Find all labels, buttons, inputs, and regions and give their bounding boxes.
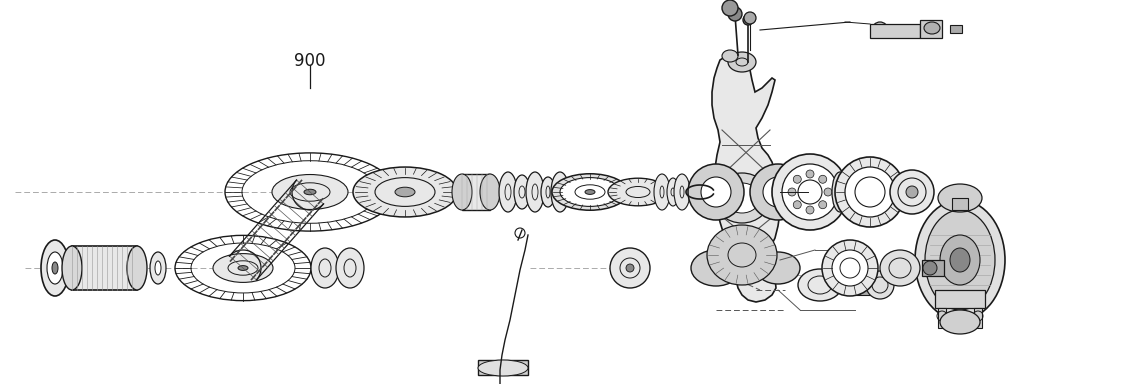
Ellipse shape bbox=[782, 164, 838, 220]
Ellipse shape bbox=[626, 264, 634, 272]
Ellipse shape bbox=[689, 164, 744, 220]
Ellipse shape bbox=[940, 235, 980, 285]
Ellipse shape bbox=[743, 15, 754, 25]
Ellipse shape bbox=[750, 164, 806, 220]
Ellipse shape bbox=[756, 252, 800, 284]
Ellipse shape bbox=[526, 172, 544, 212]
Ellipse shape bbox=[311, 248, 339, 288]
Ellipse shape bbox=[806, 170, 814, 178]
Ellipse shape bbox=[654, 174, 670, 210]
Bar bbox=[855, 285, 876, 295]
Ellipse shape bbox=[552, 174, 628, 210]
Ellipse shape bbox=[915, 200, 1005, 320]
Ellipse shape bbox=[866, 271, 894, 299]
Ellipse shape bbox=[819, 201, 826, 209]
Ellipse shape bbox=[674, 174, 690, 210]
Ellipse shape bbox=[238, 266, 249, 270]
Bar bbox=[950, 25, 962, 33]
Ellipse shape bbox=[451, 174, 472, 210]
Bar bbox=[952, 198, 968, 210]
Ellipse shape bbox=[788, 188, 796, 196]
Ellipse shape bbox=[940, 310, 980, 334]
Ellipse shape bbox=[845, 167, 895, 217]
Ellipse shape bbox=[824, 188, 832, 196]
Ellipse shape bbox=[515, 228, 526, 238]
Ellipse shape bbox=[608, 178, 668, 206]
Ellipse shape bbox=[714, 173, 770, 223]
Ellipse shape bbox=[806, 206, 814, 214]
Ellipse shape bbox=[819, 175, 826, 183]
Ellipse shape bbox=[155, 261, 161, 275]
Ellipse shape bbox=[480, 174, 500, 210]
Ellipse shape bbox=[542, 177, 555, 207]
Ellipse shape bbox=[353, 167, 457, 217]
Bar bbox=[935, 290, 985, 308]
Ellipse shape bbox=[793, 201, 801, 209]
Ellipse shape bbox=[62, 246, 82, 290]
Ellipse shape bbox=[213, 253, 272, 282]
Ellipse shape bbox=[610, 248, 650, 288]
Ellipse shape bbox=[772, 154, 848, 230]
Ellipse shape bbox=[925, 210, 995, 310]
Ellipse shape bbox=[763, 177, 793, 207]
Ellipse shape bbox=[304, 189, 316, 195]
Ellipse shape bbox=[950, 248, 970, 272]
Ellipse shape bbox=[744, 12, 756, 24]
Ellipse shape bbox=[724, 183, 760, 213]
Ellipse shape bbox=[394, 187, 415, 197]
Ellipse shape bbox=[923, 261, 937, 275]
Ellipse shape bbox=[834, 157, 905, 227]
Ellipse shape bbox=[728, 52, 756, 72]
Ellipse shape bbox=[336, 248, 364, 288]
Bar bbox=[974, 308, 982, 328]
Ellipse shape bbox=[150, 252, 166, 284]
Ellipse shape bbox=[560, 177, 620, 207]
Ellipse shape bbox=[872, 22, 888, 38]
Ellipse shape bbox=[691, 250, 741, 286]
Ellipse shape bbox=[499, 172, 518, 212]
Ellipse shape bbox=[41, 240, 70, 296]
Text: 900: 900 bbox=[294, 52, 326, 70]
Ellipse shape bbox=[707, 225, 777, 285]
Ellipse shape bbox=[822, 240, 878, 296]
Bar bbox=[922, 260, 944, 276]
Polygon shape bbox=[712, 53, 780, 302]
Bar bbox=[920, 20, 942, 38]
Ellipse shape bbox=[925, 22, 940, 34]
Bar bbox=[478, 360, 528, 375]
Ellipse shape bbox=[722, 50, 738, 62]
Ellipse shape bbox=[890, 170, 934, 214]
Ellipse shape bbox=[585, 190, 595, 194]
Ellipse shape bbox=[478, 360, 528, 376]
Bar bbox=[462, 174, 490, 210]
Ellipse shape bbox=[728, 7, 742, 21]
Ellipse shape bbox=[667, 178, 679, 206]
Bar bbox=[870, 24, 920, 38]
Ellipse shape bbox=[52, 262, 58, 274]
Ellipse shape bbox=[47, 252, 63, 284]
Ellipse shape bbox=[793, 175, 801, 183]
Ellipse shape bbox=[832, 250, 868, 286]
Ellipse shape bbox=[722, 0, 738, 16]
Bar bbox=[72, 246, 137, 290]
Ellipse shape bbox=[880, 250, 920, 286]
Ellipse shape bbox=[701, 177, 731, 207]
Ellipse shape bbox=[551, 172, 569, 212]
Ellipse shape bbox=[272, 174, 348, 210]
Bar bbox=[938, 308, 946, 328]
Ellipse shape bbox=[906, 186, 918, 198]
Ellipse shape bbox=[514, 175, 530, 209]
Ellipse shape bbox=[798, 269, 842, 301]
Ellipse shape bbox=[938, 184, 982, 212]
Ellipse shape bbox=[832, 172, 848, 212]
Ellipse shape bbox=[127, 246, 147, 290]
